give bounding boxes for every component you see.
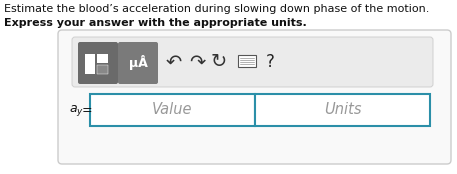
FancyBboxPatch shape [72,37,433,87]
FancyBboxPatch shape [58,30,451,164]
Text: ?: ? [266,53,275,71]
Bar [238,55,256,67]
Text: ↻: ↻ [211,53,227,72]
Text: $a_y$: $a_y$ [69,104,84,118]
Bar [85,54,95,74]
Text: Value: Value [152,102,193,117]
Text: Estimate the blood’s acceleration during slowing down phase of the motion.: Estimate the blood’s acceleration during… [4,4,430,14]
FancyBboxPatch shape [90,94,255,126]
FancyBboxPatch shape [255,94,430,126]
Bar [97,65,108,74]
Text: =: = [82,105,93,117]
Text: Express your answer with the appropriate units.: Express your answer with the appropriate… [4,18,307,28]
FancyBboxPatch shape [78,42,118,84]
Text: ↷: ↷ [189,53,205,72]
Text: μÅ: μÅ [128,56,148,70]
Text: Units: Units [324,102,361,117]
Text: ↶: ↶ [166,53,182,72]
FancyBboxPatch shape [118,42,158,84]
Bar [97,54,108,63]
